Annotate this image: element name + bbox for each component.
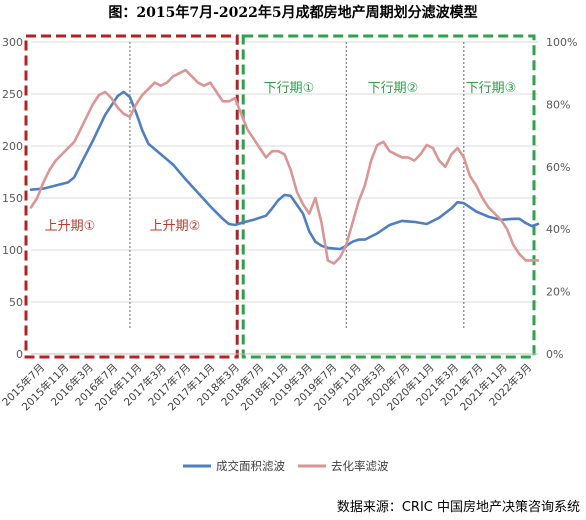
chart-title: 图：2015年7月-2022年5月成都房地产周期划分滤波模型 xyxy=(108,5,478,21)
phase-label: 上升期① xyxy=(45,219,96,234)
y-right-tick-label: 20% xyxy=(546,286,570,299)
y-left-tick-label: 250 xyxy=(2,88,23,101)
y-left-tick-label: 150 xyxy=(2,192,23,205)
y-right-tick-label: 0% xyxy=(546,348,563,361)
phase-label: 下行期① xyxy=(264,81,315,96)
legend-label: 去化率滤波 xyxy=(331,459,389,473)
y-right-tick-label: 40% xyxy=(546,223,570,236)
legend: 成交面积滤波 去化率滤波 xyxy=(183,459,389,473)
series-line-area xyxy=(29,90,540,251)
down-phase-box xyxy=(241,34,536,359)
series-line-absorption xyxy=(29,68,540,265)
source-note: 数据来源：CRIC 中国房地产决策咨询系统 xyxy=(336,500,580,515)
y-right-tick-label: 80% xyxy=(546,98,570,111)
phase-labels: 上升期① 上升期② 下行期① 下行期② 下行期③ xyxy=(45,81,517,234)
series-layer xyxy=(29,68,540,265)
y-left-tick-label: 300 xyxy=(2,36,23,49)
y-left-tick-label: 200 xyxy=(2,140,23,153)
y-right-tick-label: 60% xyxy=(546,161,570,174)
phase-label: 上升期② xyxy=(150,219,201,234)
phase-label: 下行期③ xyxy=(466,81,517,96)
y-left-tick-label: 100 xyxy=(2,244,23,257)
phase-label: 下行期② xyxy=(368,81,419,96)
up-phase-box xyxy=(24,34,239,359)
y-left-tick-label: 0 xyxy=(16,348,23,361)
phase-boxes xyxy=(24,34,536,359)
y-right-tick-label: 100% xyxy=(546,36,577,49)
legend-label: 成交面积滤波 xyxy=(216,459,285,473)
y-left-tick-label: 50 xyxy=(9,296,23,309)
